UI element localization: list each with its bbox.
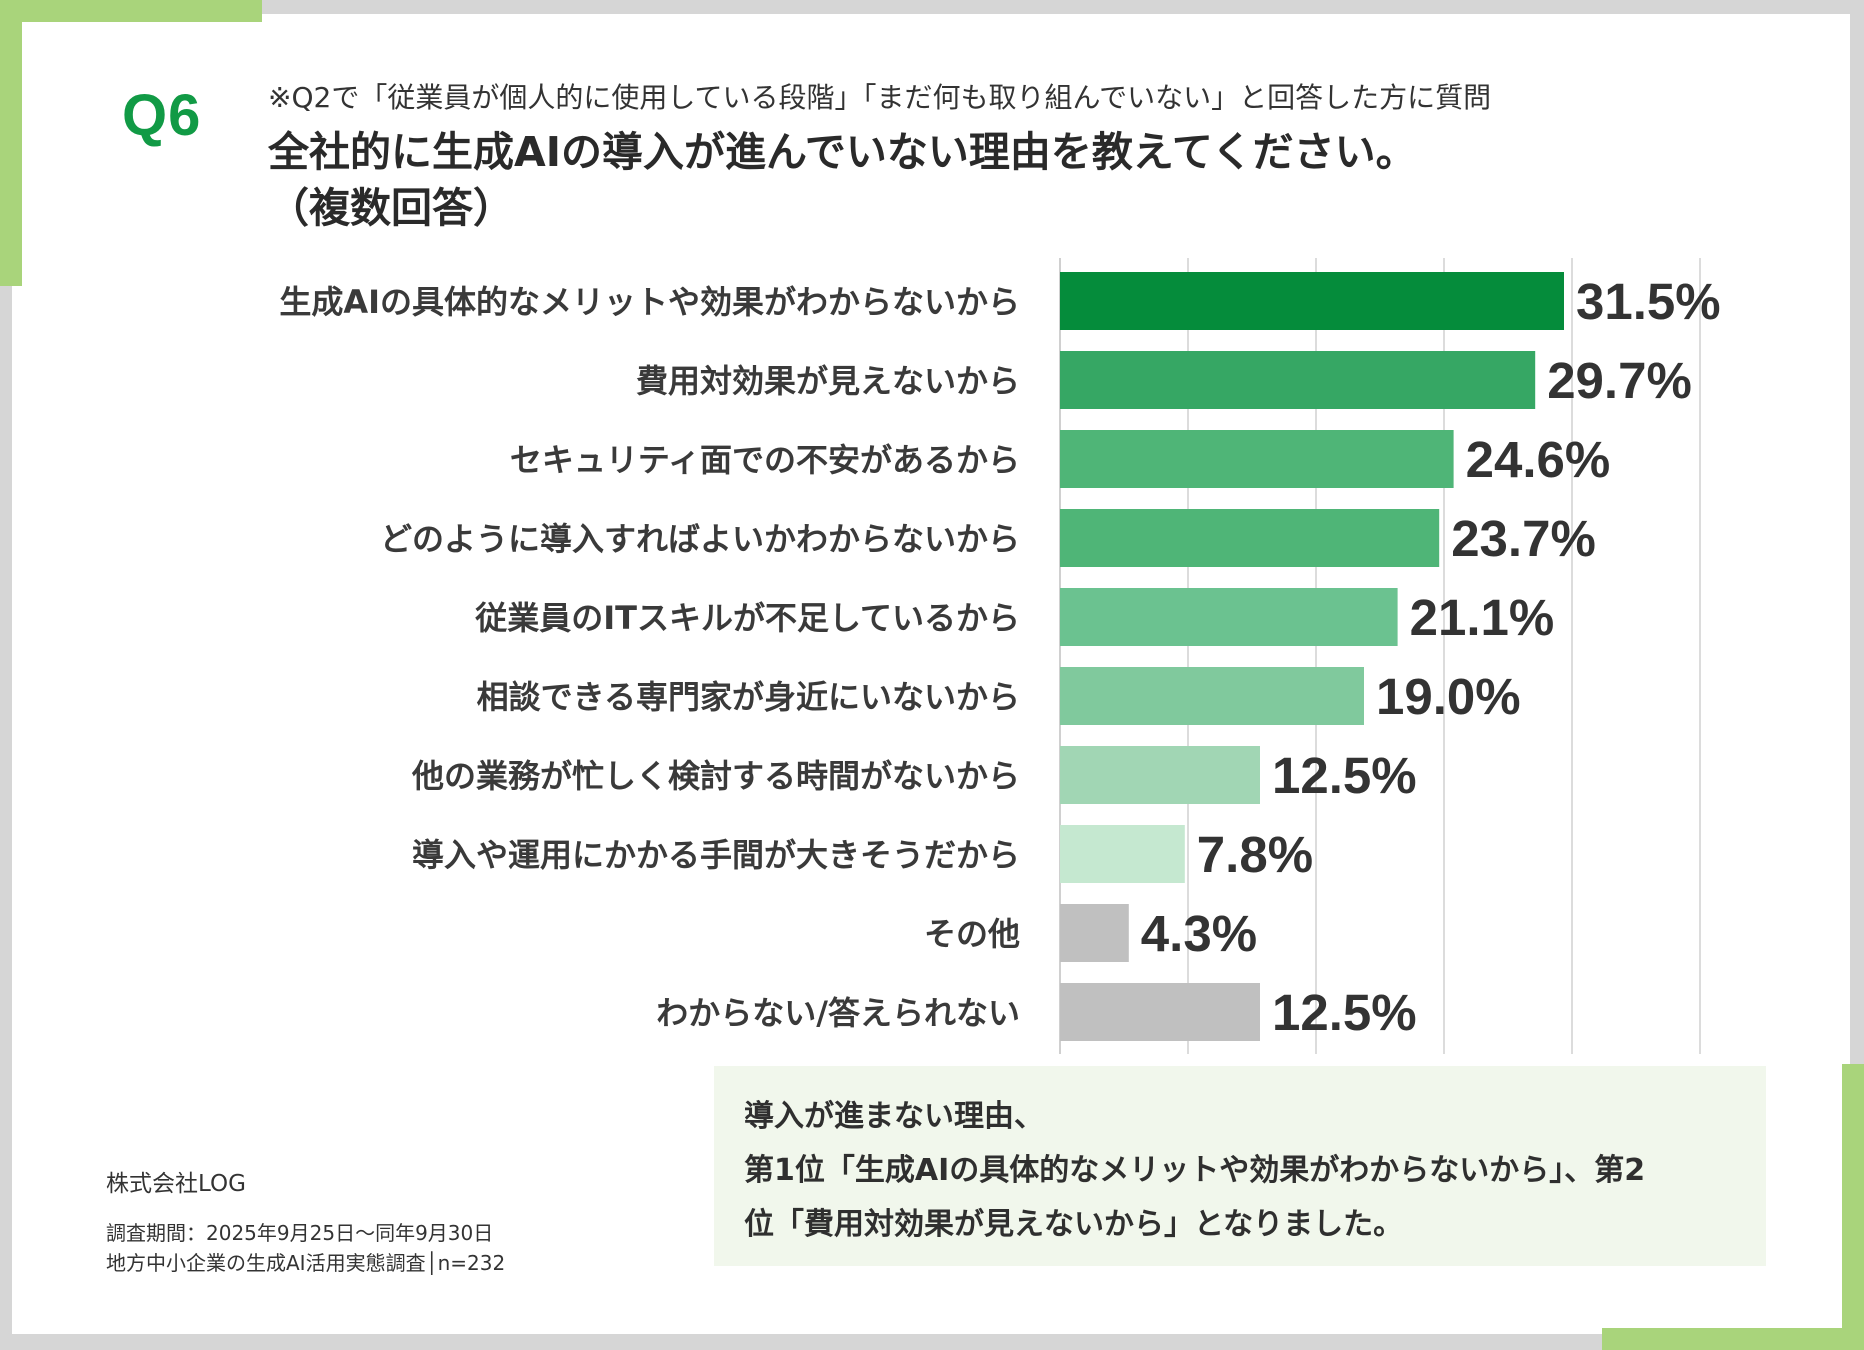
survey-period: 調査期間：2025年9月25日～同年9月30日 <box>106 1221 494 1245</box>
value-label: 7.8% <box>1197 826 1313 883</box>
bar <box>1060 746 1260 804</box>
bar <box>1060 667 1364 725</box>
bar <box>1060 825 1185 883</box>
survey-name: 地方中小企業の生成AI活用実態調査│n=232 <box>106 1251 506 1275</box>
category-label: 導入や運用にかかる手間が大きそうだから <box>412 836 1020 874</box>
summary-line2: 第1位「生成AIの具体的なメリットや効果がわからないから」、第2 <box>744 1153 1646 1188</box>
value-label: 31.5% <box>1576 273 1721 330</box>
summary-line3: 位「費用対効果が見えないから」となりました。 <box>744 1207 1404 1242</box>
question-title-line1: 全社的に生成AIの導入が進んでいない理由を教えてください。 <box>268 128 1417 176</box>
category-label: どのように導入すればよいかわからないから <box>380 520 1020 558</box>
value-label: 24.6% <box>1466 431 1611 488</box>
value-label: 19.0% <box>1376 668 1521 725</box>
bar <box>1060 272 1564 330</box>
value-label: 29.7% <box>1547 352 1692 409</box>
source-info: 株式会社LOG 調査期間：2025年9月25日～同年9月30日 地方中小企業の生… <box>106 1164 505 1278</box>
question-number: Q6 <box>122 83 202 148</box>
category-label: その他 <box>924 915 1020 953</box>
company-name: 株式会社LOG <box>106 1171 246 1197</box>
value-label: 21.1% <box>1410 589 1555 646</box>
bar <box>1060 904 1129 962</box>
bar-chart: 生成AIの具体的なメリットや効果がわからないから 31.5% 費用対効果が見えないか… <box>279 258 1721 1054</box>
value-label: 12.5% <box>1272 984 1417 1041</box>
category-label: 生成AIの具体的なメリットや効果がわからないから <box>279 283 1020 321</box>
bar <box>1060 588 1398 646</box>
value-label: 4.3% <box>1141 905 1257 962</box>
corner-accent-top-left-vertical <box>0 0 22 286</box>
category-label: 費用対効果が見えないから <box>636 362 1020 400</box>
summary-box: 導入が進まない理由、 第1位「生成AIの具体的なメリットや効果がわからないから」… <box>714 1066 1766 1266</box>
summary-line1: 導入が進まない理由、 <box>744 1099 1044 1134</box>
bar <box>1060 430 1454 488</box>
bar <box>1060 509 1440 567</box>
value-label: 23.7% <box>1451 510 1596 567</box>
question-note: ※Q2で「従業員が個人的に使用している段階」「まだ何も取り組んでいない」と回答し… <box>268 81 1492 114</box>
category-label: わからない/答えられない <box>656 994 1020 1032</box>
corner-accent-bottom-right <box>1602 1328 1864 1350</box>
corner-accent-top-left <box>0 0 262 22</box>
category-label: 他の業務が忙しく検討する時間がないから <box>411 757 1020 795</box>
question-title: 全社的に生成AIの導入が進んでいない理由を教えてください。 （複数回答） <box>268 124 1417 236</box>
corner-accent-bottom-right-vertical <box>1842 1064 1864 1350</box>
category-label: 従業員のITスキルが不足しているから <box>474 599 1020 637</box>
bar <box>1060 351 1536 409</box>
bar <box>1060 983 1260 1041</box>
question-title-line2: （複数回答） <box>268 184 514 232</box>
category-label: セキュリティ面での不安があるから <box>510 441 1020 479</box>
value-label: 12.5% <box>1272 747 1417 804</box>
category-label: 相談できる専門家が身近にいないから <box>477 678 1020 716</box>
